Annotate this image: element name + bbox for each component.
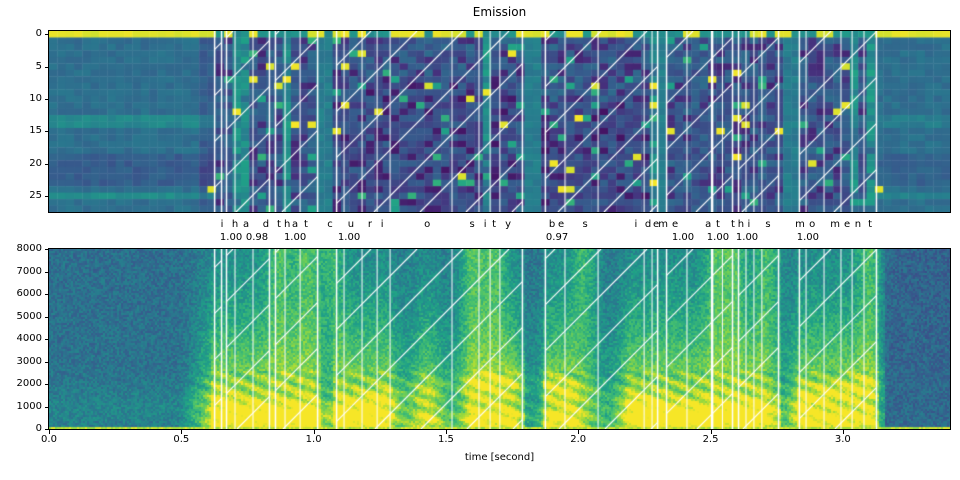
spectrogram-xtick-mark (710, 430, 712, 434)
aligned-char-label: b (548, 219, 556, 230)
emission-ytick-label: 0 (35, 28, 42, 40)
spectrogram-xtick-mark (842, 430, 844, 434)
spectrogram-xtick-label: 0.0 (41, 434, 57, 445)
segment-score-label: 1.00 (706, 232, 730, 243)
spectrogram-ytick-mark (45, 429, 49, 430)
plot-title: Emission (472, 5, 527, 19)
aligned-char-label: o (809, 219, 816, 230)
spectrogram-xtick-mark (578, 430, 580, 434)
aligned-char-label: i (220, 219, 224, 230)
spectrogram-xtick-mark (313, 430, 315, 434)
spectrogram-ytick-label: 3000 (16, 355, 42, 367)
emission-ytick-label: 15 (29, 125, 42, 137)
aligned-char-label: t (731, 219, 735, 230)
emission-ytick-label: 25 (29, 189, 42, 201)
aligned-char-label: m (830, 219, 841, 230)
spectrogram-xtick-label: 0.5 (173, 434, 190, 445)
aligned-char-label: i (747, 219, 751, 230)
spectrogram-xtick-label: 1.0 (305, 434, 322, 445)
spectrogram-xtick-label: 1.5 (437, 434, 454, 445)
aligned-char-label: t (492, 219, 497, 230)
spectrogram-ytick-mark (45, 361, 49, 363)
spectrogram-ytick-label: 1000 (16, 400, 42, 412)
emission-ytick-mark (45, 163, 49, 165)
spectrogram-ytick-mark (45, 316, 49, 318)
aligned-char-label: s (765, 219, 771, 230)
segment-score-label: 1.00 (337, 232, 361, 243)
spectrogram-ytick-label: 7000 (16, 265, 42, 277)
aligned-char-label: m (658, 219, 669, 230)
aligned-char-label: i (483, 219, 487, 230)
spectrogram-ytick-mark (45, 406, 49, 408)
emission-ytick-label: 10 (29, 92, 42, 104)
emission-ytick-label: 5 (35, 60, 42, 72)
aligned-char-label: y (505, 219, 512, 230)
aligned-char-label: e (671, 219, 679, 230)
aligned-char-label: o (424, 219, 431, 230)
spectrogram-ytick-label: 6000 (16, 288, 42, 299)
spectrogram-xtick-mark (49, 430, 50, 434)
segment-score-label: 0.97 (545, 232, 569, 243)
spectrogram-ytick-mark (45, 294, 49, 295)
aligned-char-label: h (737, 219, 745, 230)
aligned-char-label: t (868, 219, 873, 230)
spectrogram-ytick-mark (45, 339, 49, 340)
aligned-char-label: e (557, 219, 565, 230)
spectrogram-xtick-label: 2.5 (702, 434, 719, 445)
aligned-char-label: n (854, 219, 862, 230)
aligned-char-label: t (715, 219, 720, 230)
aligned-char-label: d (262, 219, 270, 230)
aligned-char-label: s (582, 219, 588, 230)
aligned-char-label: t (303, 219, 308, 230)
emission-ytick-mark (45, 66, 49, 68)
segment-score-label: 1.00 (796, 232, 820, 243)
segment-score-label: 1.00 (283, 232, 307, 243)
aligned-char-label: d (644, 219, 652, 230)
x-axis-label: time [second] (464, 452, 535, 463)
segment-score-label: 1.00 (735, 232, 759, 243)
aligned-char-label: e (843, 219, 851, 230)
emission-ytick-mark (45, 34, 49, 36)
segment-score-label: 1.00 (671, 232, 695, 243)
aligned-char-label: i (634, 219, 638, 230)
spectrogram-ytick-label: 2000 (16, 378, 42, 389)
emission-ytick-mark (45, 195, 49, 197)
emission-ytick-mark (45, 98, 49, 100)
spectrogram-xtick-label: 2.0 (570, 434, 587, 445)
aligned-char-label: h (231, 219, 239, 230)
spectrogram-ytick-mark (45, 384, 49, 385)
emission-ytick-label: 20 (29, 157, 42, 169)
aligned-char-label: u (347, 219, 355, 230)
spectrogram-ytick-mark (45, 249, 49, 250)
aligned-char-label: a (243, 219, 250, 230)
emission-heatmap-canvas (49, 31, 950, 212)
spectrogram-ytick-mark (45, 271, 49, 273)
spectrogram-ytick-label: 0 (35, 423, 42, 434)
aligned-char-label: t (276, 219, 281, 230)
aligned-char-label: e (652, 219, 660, 230)
aligned-char-label: a (292, 219, 299, 230)
spectrogram-ytick-label: 8000 (16, 243, 42, 254)
segment-score-label: 1.00 (219, 232, 243, 243)
aligned-char-label: i (380, 219, 384, 230)
spectrogram-xtick-mark (181, 430, 183, 434)
emission-ytick-mark (45, 131, 49, 133)
aligned-char-label: a (705, 219, 712, 230)
aligned-char-label: m (795, 219, 805, 230)
aligned-char-label: s (469, 219, 475, 230)
segment-score-label: 0.98 (245, 232, 269, 243)
aligned-char-label: c (327, 219, 333, 230)
spectrogram-xtick-label: 3.0 (834, 434, 851, 445)
spectrogram-ytick-label: 4000 (16, 333, 42, 344)
spectrogram-ytick-label: 5000 (16, 310, 42, 322)
aligned-char-label: r (367, 219, 373, 230)
spectrogram-canvas (49, 249, 950, 429)
spectrogram-xtick-mark (445, 430, 447, 434)
aligned-char-label: h (283, 219, 291, 230)
